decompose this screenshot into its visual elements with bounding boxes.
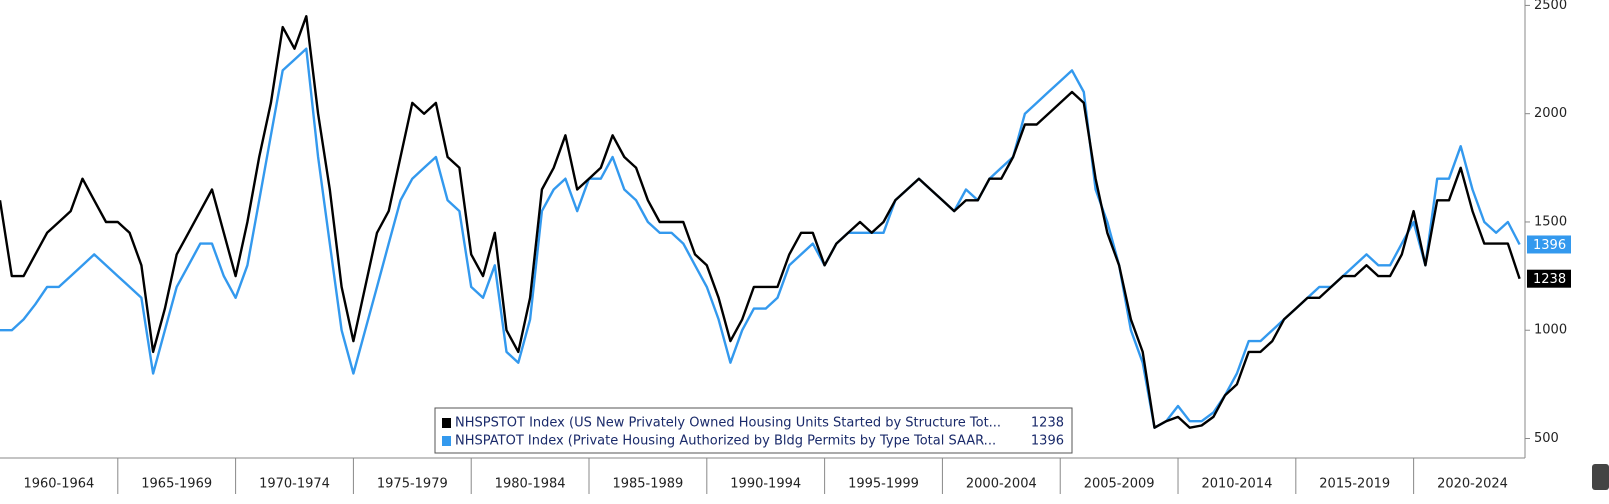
x-period-label: 2020-2024 — [1437, 477, 1508, 492]
series-line — [0, 15, 1521, 429]
last-value-label: 1238 — [1533, 272, 1566, 287]
legend-value: 1238 — [1031, 416, 1064, 431]
x-period-label: 1995-1999 — [848, 477, 919, 492]
x-period-label: 1985-1989 — [612, 477, 683, 492]
x-period-label: 2015-2019 — [1319, 477, 1390, 492]
x-period-label: 1960-1964 — [23, 477, 94, 492]
x-period-label: 1980-1984 — [495, 477, 566, 492]
x-period-label: 1975-1979 — [377, 477, 448, 492]
x-period-label: 1965-1969 — [141, 477, 212, 492]
x-period-label: 2005-2009 — [1084, 477, 1155, 492]
y-tick-label: 500 — [1534, 431, 1559, 446]
legend-label: NHSPATOT Index (Private Housing Authoriz… — [455, 434, 996, 449]
x-period-label: 1990-1994 — [730, 477, 801, 492]
y-tick-label: 2000 — [1534, 106, 1567, 121]
y-tick-label: 1000 — [1534, 323, 1567, 338]
legend-label: NHSPSTOT Index (US New Privately Owned H… — [455, 416, 1001, 431]
legend-value: 1396 — [1031, 434, 1064, 449]
legend-box — [434, 407, 1073, 454]
x-period-label: 2010-2014 — [1201, 477, 1272, 492]
legend: NHSPSTOT Index (US New Privately Owned H… — [434, 407, 1073, 454]
x-period-label: 1970-1974 — [259, 477, 330, 492]
legend-swatch — [442, 436, 451, 446]
y-tick-label: 2500 — [1534, 0, 1567, 13]
x-period-label: 2000-2004 — [966, 477, 1037, 492]
corner-icon — [1592, 464, 1609, 490]
series-line — [0, 47, 1521, 429]
last-value-label: 1396 — [1533, 238, 1566, 253]
y-tick-label: 1500 — [1534, 214, 1567, 229]
legend-swatch — [442, 418, 451, 428]
last-value-tag — [1527, 269, 1571, 288]
last-value-tag — [1527, 235, 1571, 254]
